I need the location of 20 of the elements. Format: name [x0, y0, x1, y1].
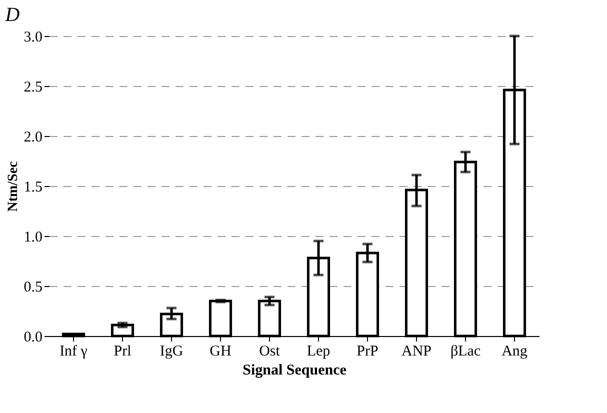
x-tick-label: ANP: [401, 344, 432, 360]
y-tick-label: 3.0: [24, 30, 42, 46]
x-tick-label: Ang: [502, 344, 528, 360]
y-tick-label: 0.0: [24, 330, 42, 346]
chart-title: D: [4, 4, 20, 26]
x-tick-label: βLac: [450, 344, 481, 360]
x-tick-label: IgG: [160, 344, 184, 360]
x-axis-title: Signal Sequence: [242, 362, 347, 378]
x-tick-label: Inf γ: [60, 344, 88, 360]
y-tick-label: 0.5: [24, 280, 42, 296]
x-tick-label: GH: [210, 344, 232, 360]
y-tick-label: 2.0: [24, 130, 42, 146]
y-axis-title: Ntm/Sec: [6, 161, 21, 212]
x-tick-label: Ost: [259, 344, 281, 360]
x-tick-label: Prl: [114, 344, 132, 360]
y-tick-label: 2.5: [24, 80, 42, 96]
x-tick-label: Lep: [306, 344, 330, 360]
y-tick-label: 1.0: [24, 230, 42, 246]
y-tick-label: 1.5: [24, 180, 42, 196]
x-tick-label: PrP: [356, 344, 378, 360]
